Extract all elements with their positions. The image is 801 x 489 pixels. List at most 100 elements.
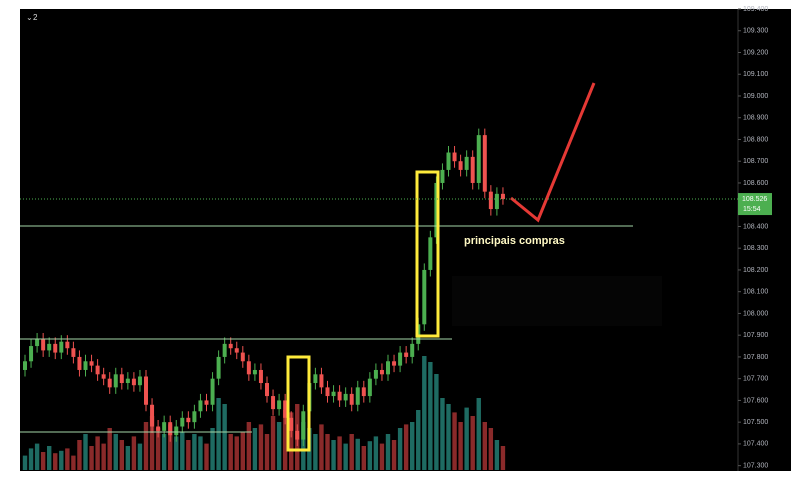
- volume-bar: [222, 404, 227, 470]
- volume-bar: [422, 356, 427, 470]
- candle-body: [331, 391, 336, 397]
- volume-bar: [428, 362, 433, 470]
- candle-body: [410, 343, 415, 357]
- y-tick-label: 109.400: [743, 6, 768, 13]
- volume-bar: [397, 428, 403, 470]
- volume-bar: [416, 410, 421, 470]
- y-tick-label: 109.100: [743, 71, 768, 78]
- candle-body: [101, 374, 106, 379]
- volume-bar: [246, 422, 252, 470]
- indicator-badge[interactable]: 2: [33, 13, 38, 22]
- candle-body: [174, 426, 179, 436]
- candle-body: [440, 169, 445, 183]
- candle-body: [464, 156, 469, 170]
- volume-bar: [494, 440, 500, 470]
- volume-bar: [143, 422, 149, 470]
- volume-bar: [65, 448, 70, 470]
- candle-body: [228, 343, 233, 349]
- candle-body: [95, 365, 100, 375]
- candle-body: [77, 356, 82, 370]
- volume-bar: [470, 416, 475, 470]
- volume-bar: [282, 410, 288, 470]
- candle-body: [29, 346, 34, 362]
- volume-bar: [234, 436, 239, 470]
- y-tick-label: 109.200: [743, 49, 768, 56]
- candle-body: [156, 426, 161, 431]
- countdown-label: 15:54: [743, 206, 761, 213]
- volume-bar: [28, 448, 34, 470]
- candle-body: [476, 135, 481, 183]
- candle-body: [150, 404, 155, 427]
- highlight-box: [415, 170, 440, 338]
- y-tick-label: 109.000: [743, 93, 768, 100]
- candle-body: [252, 369, 257, 375]
- volume-bar: [113, 434, 118, 470]
- candle-body: [59, 341, 64, 353]
- chart-background: [20, 9, 791, 471]
- y-tick-label: 108.700: [743, 158, 768, 165]
- volume-bar: [198, 436, 203, 470]
- volume-bar: [258, 424, 264, 470]
- volume-bar: [53, 453, 58, 470]
- candle-body: [361, 387, 366, 397]
- candle-body: [23, 361, 27, 370]
- candle-body: [392, 361, 397, 366]
- y-tick-label: 107.800: [743, 354, 768, 361]
- candle-body: [458, 161, 463, 170]
- last-price-label: 108.526: [742, 196, 767, 203]
- y-tick-label: 108.600: [743, 180, 768, 187]
- volume-bar: [500, 446, 506, 470]
- candle-body: [65, 341, 70, 349]
- volume-bar: [83, 434, 88, 470]
- candle-body: [488, 191, 493, 210]
- volume-bar: [34, 443, 40, 470]
- candle-body: [277, 400, 282, 410]
- volume-bar: [125, 446, 131, 470]
- highlight-box: [286, 355, 311, 452]
- volume-bar: [385, 434, 391, 470]
- candle-body: [240, 352, 245, 362]
- volume-bar: [71, 455, 76, 470]
- volume-bar: [410, 422, 415, 470]
- candle-body: [325, 387, 330, 397]
- y-tick-label: 108.000: [743, 310, 768, 317]
- volume-bar: [325, 434, 330, 470]
- volume-bar: [228, 434, 233, 470]
- volume-bar: [119, 440, 124, 470]
- candle-body: [89, 361, 94, 366]
- volume-bar: [155, 428, 161, 470]
- candle-body: [319, 374, 324, 388]
- candle-body: [482, 135, 487, 192]
- volume-bar: [216, 398, 221, 470]
- volume-bar: [131, 436, 137, 470]
- volume-bar: [192, 434, 197, 470]
- candle-body: [162, 422, 167, 431]
- candle-body: [83, 361, 88, 370]
- volume-bar: [464, 407, 469, 470]
- candle-body: [446, 152, 451, 170]
- y-tick-label: 108.900: [743, 115, 768, 122]
- y-tick-label: 107.500: [743, 419, 768, 426]
- volume-bar: [22, 455, 28, 470]
- volume-bar: [367, 441, 373, 470]
- candle-body: [41, 339, 46, 351]
- candle-body: [313, 374, 318, 384]
- candle-body: [494, 193, 499, 210]
- collapse-chevron[interactable]: ⌄: [26, 13, 33, 22]
- y-tick-label: 107.300: [743, 462, 768, 469]
- volume-bar: [161, 434, 167, 470]
- volume-bar: [355, 438, 360, 470]
- volume-bar: [482, 422, 487, 470]
- y-tick-label: 107.700: [743, 376, 768, 383]
- volume-bar: [379, 443, 385, 470]
- volume-bar: [458, 422, 463, 470]
- volume-bar: [331, 440, 336, 470]
- candle-body: [404, 352, 409, 357]
- volume-bar: [168, 424, 173, 470]
- volume-bar: [264, 434, 270, 470]
- volume-bar: [270, 416, 276, 470]
- candle-body: [216, 356, 221, 379]
- y-tick-label: 107.400: [743, 441, 768, 448]
- volume-bar: [186, 440, 191, 470]
- candle-body: [301, 411, 306, 440]
